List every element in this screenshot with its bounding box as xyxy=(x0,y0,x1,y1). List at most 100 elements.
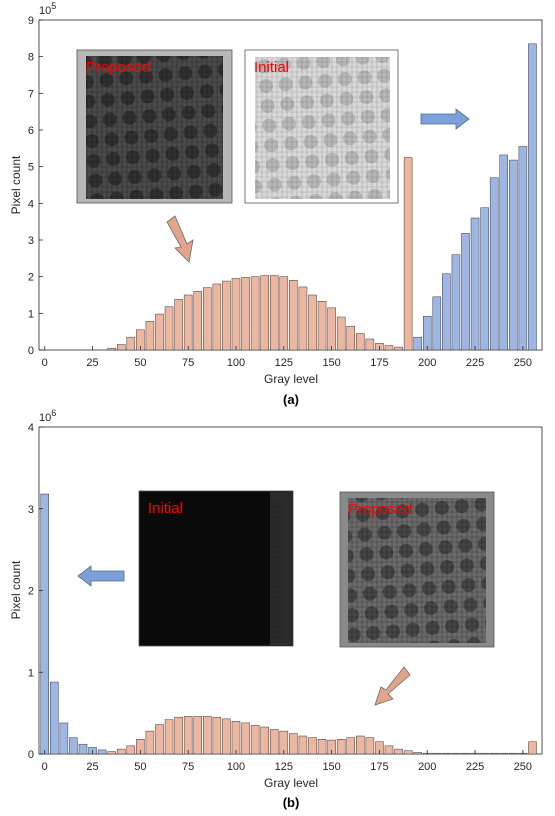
y-tick-label-a-9: 9 xyxy=(28,15,34,27)
bar-a-s0-120 xyxy=(269,275,279,351)
bar-b-s1-240 xyxy=(499,752,509,755)
inset-label-initial-b: Initial xyxy=(148,500,183,517)
bar-a-s0-110 xyxy=(250,276,260,351)
arrow-left-blue-b xyxy=(77,565,125,587)
panel-a: 0 25 50 75 100 125 150 175 200 225 250 0123456789 … xyxy=(9,1,543,407)
bar-b-s0-0 xyxy=(40,493,50,755)
bar-b-s1-170 xyxy=(365,737,375,755)
y-tick-label-a-5: 5 xyxy=(28,162,34,174)
x-tick-label-b-50: 50 xyxy=(134,761,146,773)
y-tick-label-a-1: 1 xyxy=(28,308,34,320)
bar-b-s1-195 xyxy=(413,752,422,755)
bar-a-s0-130 xyxy=(289,280,298,351)
x-axis-label-b: Gray level xyxy=(264,776,318,790)
bar-a-s0-65 xyxy=(164,306,174,351)
y-tick-label-a-4: 4 xyxy=(28,198,34,210)
bar-b-s1-75 xyxy=(183,716,193,755)
x-tick-label-b-25: 25 xyxy=(86,761,98,773)
bar-b-s1-55 xyxy=(145,730,155,755)
bar-b-s1-115 xyxy=(260,726,269,755)
bar-a-s0-190 xyxy=(403,157,413,351)
bar-a-s0-55 xyxy=(145,321,155,351)
bar-a-s1-235 xyxy=(489,177,499,351)
bar-b-s1-40 xyxy=(116,748,126,755)
bar-b-s0-5 xyxy=(50,681,59,755)
x-tick-label-a-25: 25 xyxy=(86,357,98,369)
inset-label-proposed-b: Proposed xyxy=(348,501,412,518)
bar-b-s1-210 xyxy=(442,752,451,755)
x-tick-label-a-225: 225 xyxy=(466,357,484,369)
y-tick-label-a-0: 0 xyxy=(28,345,34,357)
y-tick-label-b-4: 4 xyxy=(28,422,34,434)
bar-a-s0-115 xyxy=(260,275,269,351)
x-tick-label-a-75: 75 xyxy=(182,357,194,369)
x-tick-label-a-200: 200 xyxy=(418,357,436,369)
bar-b-s0-15 xyxy=(69,737,78,755)
y-exponent-a: 105 xyxy=(39,1,56,17)
bar-a-s1-205 xyxy=(432,296,442,351)
y-tick-label-b-2: 2 xyxy=(28,586,34,598)
bar-a-s0-140 xyxy=(308,294,317,351)
x-tick-label-a-250: 250 xyxy=(514,357,532,369)
bar-a-s1-210 xyxy=(442,273,451,351)
x-axis-label-a: Gray level xyxy=(264,372,318,386)
bar-a-s0-150 xyxy=(327,307,336,351)
inset-image-initial-b: Initial xyxy=(138,490,294,647)
x-tick-label-b-250: 250 xyxy=(514,761,532,773)
bar-b-s1-135 xyxy=(298,735,308,755)
bar-a-s0-105 xyxy=(241,277,250,351)
bar-a-s1-220 xyxy=(461,233,470,351)
bars-b xyxy=(40,493,537,755)
bar-b-s1-110 xyxy=(250,725,260,755)
bar-a-s1-255 xyxy=(528,43,537,351)
x-tick-label-a-0: 0 xyxy=(42,357,48,369)
bar-b-s1-95 xyxy=(222,718,231,755)
bars-a xyxy=(107,43,537,351)
bar-a-s0-135 xyxy=(298,286,308,351)
bar-a-s0-75 xyxy=(183,294,193,351)
bar-a-s1-245 xyxy=(509,159,518,351)
bar-b-s1-80 xyxy=(193,716,203,755)
bar-b-s1-205 xyxy=(432,752,442,755)
panel-b: 0 25 50 75 100 125 150 175 200 225 250 0 1 2 3 4 106 G… xyxy=(9,408,543,810)
bar-a-s0-45 xyxy=(126,336,136,351)
bar-a-s0-90 xyxy=(212,283,222,351)
bar-b-s1-160 xyxy=(346,737,356,755)
x-tick-label-b-0: 0 xyxy=(42,761,48,773)
x-ticks-b: 0 25 50 75 100 125 150 175 200 225 250 xyxy=(42,750,532,773)
x-ticks-a: 0 25 50 75 100 125 150 175 200 225 250 xyxy=(42,346,532,369)
bar-b-s1-165 xyxy=(356,735,365,755)
bar-b-s1-45 xyxy=(126,745,136,755)
bar-b-s1-140 xyxy=(308,737,317,755)
panel-label-b: (b) xyxy=(283,795,300,810)
bar-a-s0-160 xyxy=(346,325,356,351)
inset-label-proposed-a: Proposed xyxy=(86,59,150,76)
x-tick-label-b-75: 75 xyxy=(182,761,194,773)
bar-a-s0-145 xyxy=(317,300,327,351)
bar-a-s1-250 xyxy=(518,146,528,351)
inset-image-proposed-a: Proposed xyxy=(76,49,233,204)
bar-b-s1-230 xyxy=(480,752,489,755)
y-tick-label-a-7: 7 xyxy=(28,88,34,100)
y-tick-label-b-3: 3 xyxy=(28,504,34,516)
y-tick-label-a-6: 6 xyxy=(28,125,34,137)
bar-a-s0-165 xyxy=(356,333,365,351)
inset-image-initial-a: Initial xyxy=(244,49,399,204)
bar-b-s1-60 xyxy=(155,724,164,755)
x-tick-label-b-125: 125 xyxy=(275,761,293,773)
bar-b-s1-155 xyxy=(336,739,346,755)
x-tick-label-b-200: 200 xyxy=(418,761,436,773)
bar-a-s0-85 xyxy=(203,287,212,351)
x-tick-label-b-175: 175 xyxy=(370,761,388,773)
bar-b-s1-85 xyxy=(203,716,212,755)
bar-b-s1-65 xyxy=(164,719,174,755)
y-axis-label-a: Pixel count xyxy=(9,155,23,214)
x-tick-label-b-150: 150 xyxy=(322,761,340,773)
arrow-down-salmon-a xyxy=(166,215,194,263)
bar-b-s0-30 xyxy=(97,749,107,755)
bar-b-s1-100 xyxy=(231,721,241,755)
bar-a-s1-225 xyxy=(470,217,480,351)
bar-b-s1-90 xyxy=(212,716,222,755)
bar-b-s1-235 xyxy=(489,752,499,755)
